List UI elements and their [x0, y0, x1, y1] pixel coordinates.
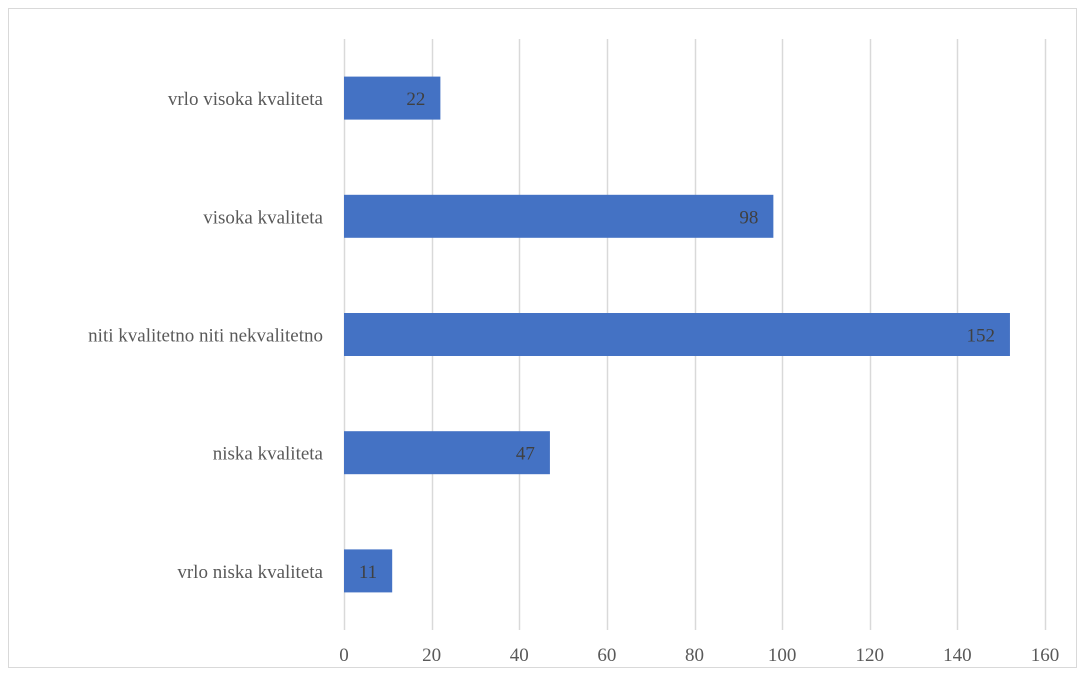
chart-frame: 22 98 152 47 11 vrlo visoka kvaliteta visoka …: [8, 8, 1077, 668]
x-tick-label: 100: [768, 645, 797, 666]
category-label: niti kvalitetno niti nekvalitetno: [88, 326, 323, 347]
category-label: vrlo visoka kvaliteta: [168, 89, 324, 110]
bar: [344, 431, 550, 475]
x-tick-label: 160: [1031, 645, 1060, 666]
data-label: 152: [966, 326, 995, 347]
bar-chart: 22 98 152 47 11 vrlo visoka kvaliteta visoka …: [88, 39, 1059, 666]
x-tick-label: 80: [685, 645, 704, 666]
category-label: niska kvaliteta: [213, 444, 324, 465]
x-tick-label: 20: [422, 645, 441, 666]
bar: [344, 313, 1010, 356]
x-tick-label: 40: [510, 645, 529, 666]
data-label: 47: [516, 444, 535, 465]
x-axis-tick-labels: 0 20 40 60 80 100 120 140 160: [339, 645, 1059, 666]
x-tick-label: 120: [856, 645, 885, 666]
bar: [344, 76, 441, 120]
x-tick-label: 0: [339, 645, 349, 666]
category-label: vrlo niska kvaliteta: [177, 562, 323, 583]
data-label: 98: [739, 207, 758, 228]
category-label: visoka kvaliteta: [203, 207, 323, 228]
x-tick-label: 140: [943, 645, 972, 666]
category-labels: vrlo visoka kvaliteta visoka kvaliteta nit…: [88, 89, 323, 583]
data-label: 11: [359, 562, 377, 583]
bar: [344, 194, 774, 238]
bars: 22 98 152 47 11: [344, 76, 1010, 593]
bar: [344, 549, 393, 593]
data-label: 22: [406, 89, 425, 110]
x-tick-label: 60: [597, 645, 616, 666]
